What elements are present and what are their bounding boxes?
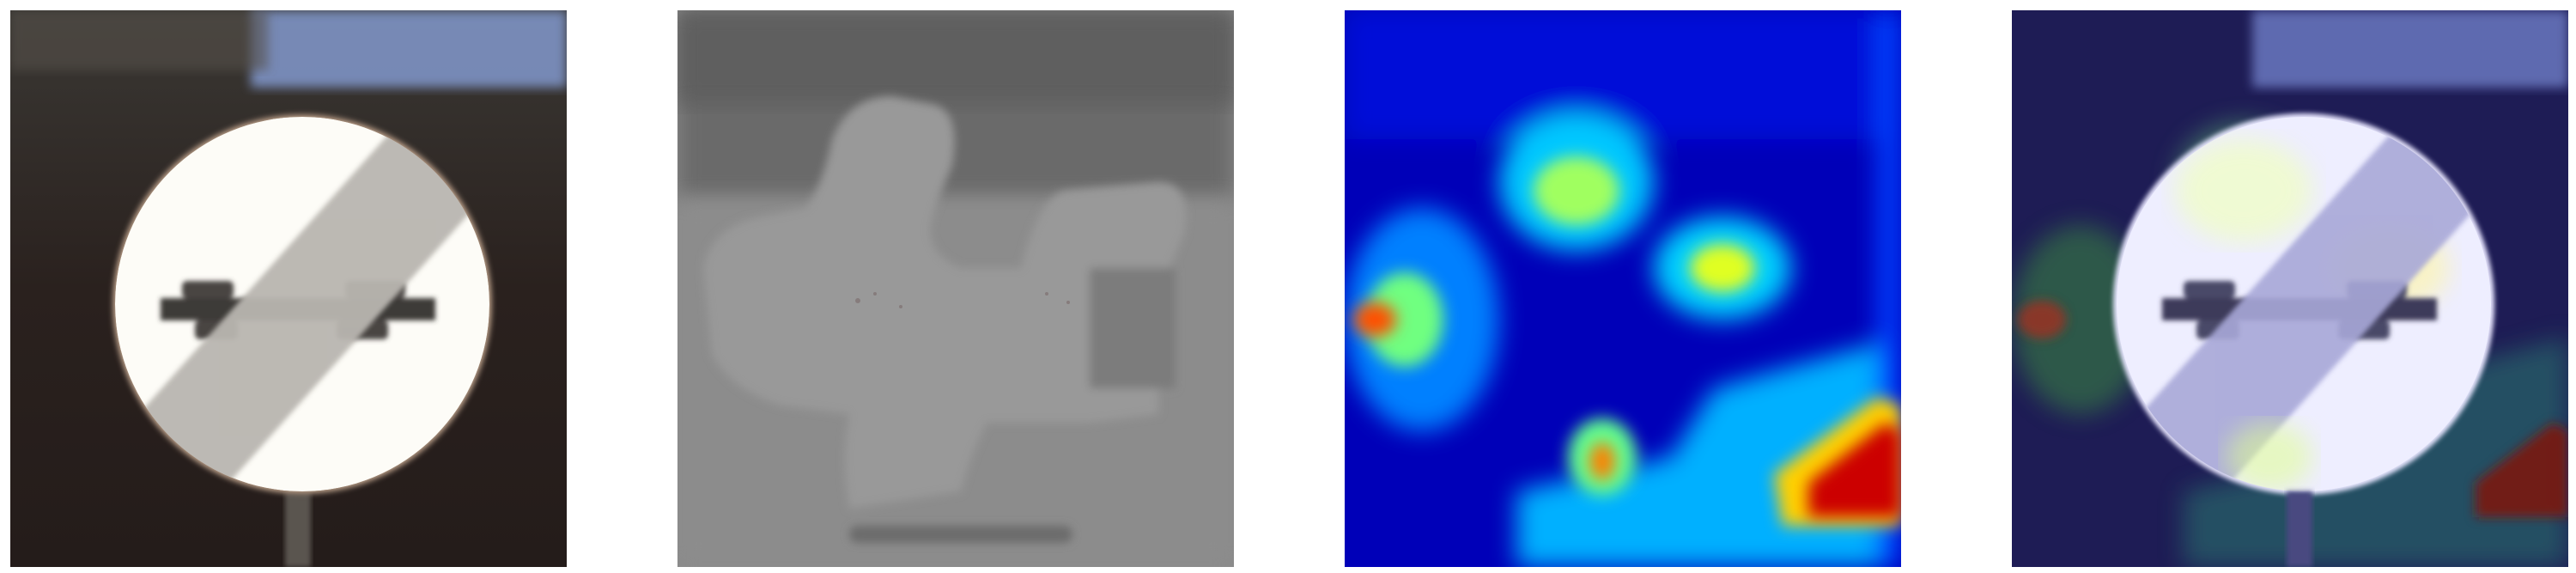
heatmap-panel — [1345, 10, 1901, 567]
heatmap — [1345, 10, 1901, 567]
overlay-image — [2012, 10, 2568, 567]
grayscale-map — [677, 10, 1234, 567]
overlay-panel — [2012, 10, 2568, 567]
original-image — [10, 10, 567, 567]
original-image-panel — [10, 10, 567, 567]
grayscale-map-panel — [677, 10, 1234, 567]
